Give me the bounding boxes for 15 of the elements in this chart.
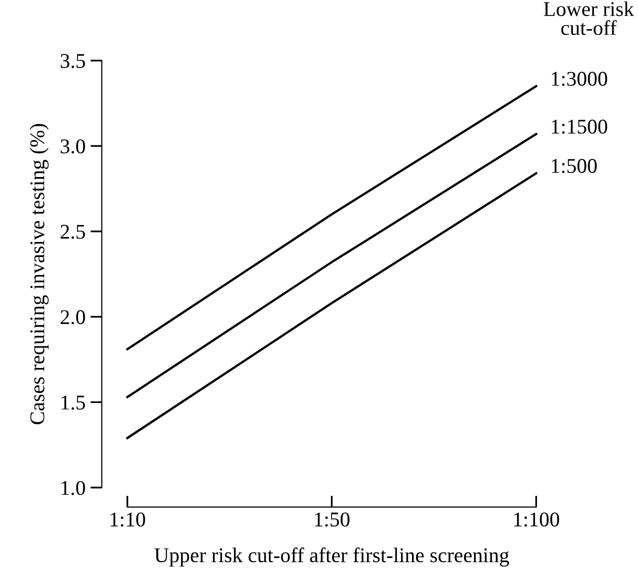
- y-tick-label: 1.0: [62, 480, 86, 496]
- x-tick-label: 1:50: [315, 512, 350, 527]
- y-tick-label: 3.0: [60, 139, 86, 154]
- series-label: 1:500: [552, 158, 597, 174]
- y-axis-title: Cases requiring invasive testing (%): [30, 124, 49, 424]
- x-tick-label: 1:10: [110, 512, 146, 527]
- x-tick-label: 1:100: [514, 512, 560, 527]
- legend-title: Lower risk cut-off: [544, 1, 634, 36]
- x-axis-title: Upper risk cut-off after first-line screening: [154, 547, 510, 567]
- series-label: 1:1500: [552, 120, 608, 134]
- y-tick-label: 2.0: [60, 310, 86, 324]
- y-tick-label: 3.5: [60, 54, 85, 68]
- y-tick-label: 2.5: [60, 224, 85, 239]
- y-tick-label: 1.5: [62, 396, 85, 410]
- series-label: 1:3000: [552, 72, 608, 86]
